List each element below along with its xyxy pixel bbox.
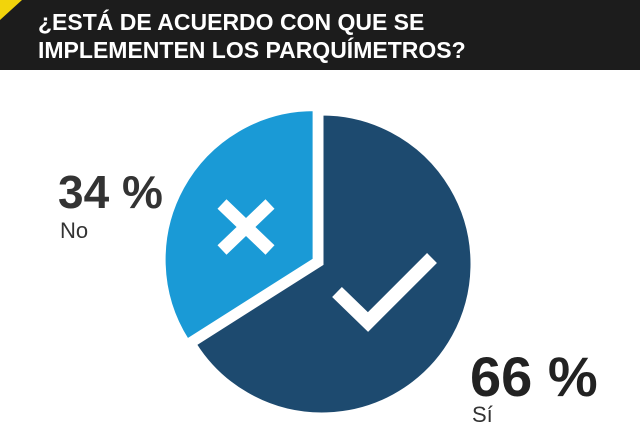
- value-label: 34 %: [58, 166, 163, 218]
- chart-title: IMPLEMENTEN LOS PARQUÍMETROS?: [38, 36, 466, 63]
- category-label: No: [60, 218, 88, 243]
- pie-slice: [193, 112, 474, 416]
- category-label: Sí: [472, 402, 493, 427]
- icons: [217, 199, 437, 332]
- no-icon: [217, 199, 275, 255]
- yes-icon: [332, 253, 437, 332]
- value-label: 66 %: [470, 345, 598, 408]
- header-band: [0, 0, 640, 70]
- header-corner: [0, 0, 22, 20]
- chart-title: ¿ESTÁ DE ACUERDO CON QUE SE: [38, 8, 424, 35]
